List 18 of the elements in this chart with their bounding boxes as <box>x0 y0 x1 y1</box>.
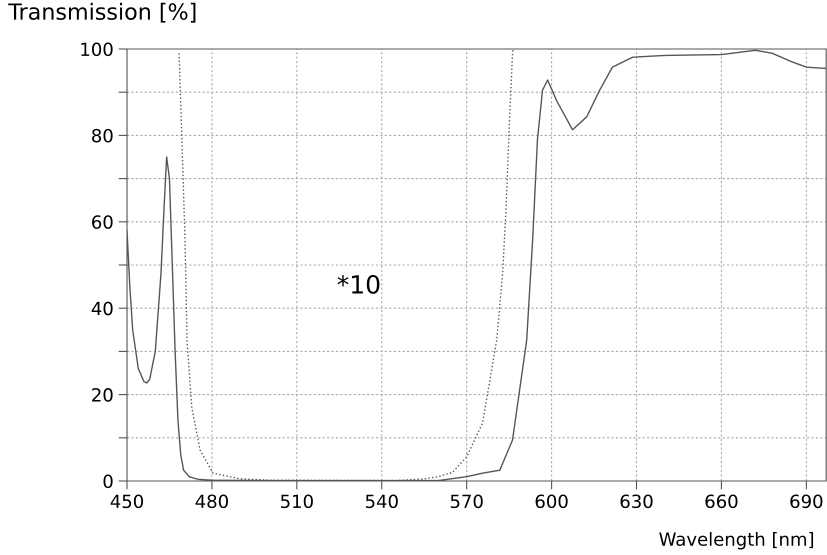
x-tick-label: 570 <box>450 494 483 508</box>
y-tick-label: 0 <box>104 474 113 488</box>
x-tick-label: 660 <box>705 494 738 508</box>
y-tick-label: 40 <box>92 302 113 316</box>
x-tick-label: 690 <box>790 494 822 508</box>
y-tick-label: 60 <box>92 215 113 229</box>
x-tick-label: 510 <box>281 494 313 508</box>
x-tick-label: 630 <box>620 494 653 508</box>
x-tick-label: 600 <box>536 494 568 508</box>
y-tick-label: 100 <box>81 42 113 56</box>
x-tick-label: 480 <box>196 494 228 508</box>
y-tick-label: 80 <box>92 128 113 143</box>
x-tick-label: 450 <box>110 494 144 508</box>
x-axis-title: Wavelength [nm] <box>659 532 814 550</box>
y-tick-label: 20 <box>92 388 113 402</box>
annotation: *10 <box>338 274 380 294</box>
y-axis-title: Transmission [%] <box>8 2 196 23</box>
x-tick-label: 540 <box>366 494 398 508</box>
